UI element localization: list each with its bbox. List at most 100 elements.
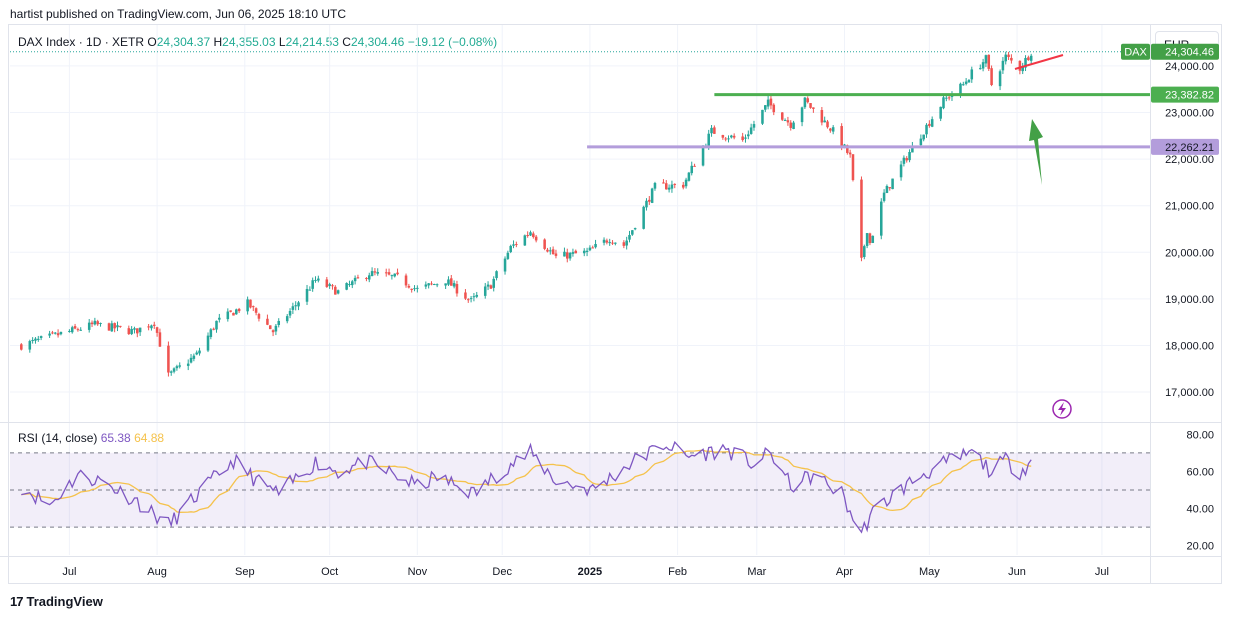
candle [56, 329, 60, 338]
candle [288, 308, 292, 319]
candle [769, 94, 773, 110]
candle [930, 116, 934, 128]
time-tick-label: May [919, 566, 940, 578]
candle [812, 107, 815, 113]
candle-body [138, 327, 142, 333]
time-tick-label: Sep [235, 566, 255, 578]
rsi-title[interactable]: RSI (14, close) [18, 431, 98, 445]
candle-body [928, 123, 931, 126]
candle-body [1004, 54, 1008, 62]
candle [384, 268, 388, 277]
currency-selector[interactable]: EUR [1155, 31, 1219, 59]
candle [840, 123, 843, 151]
candle-body [710, 127, 713, 134]
candle-body [410, 288, 413, 290]
candle-body [891, 178, 894, 190]
candle-body [582, 250, 586, 254]
price-tick-label: 23,000.00 [1165, 108, 1214, 120]
candle [370, 267, 374, 277]
candle-body [851, 154, 855, 181]
lightning-icon[interactable] [1052, 399, 1072, 419]
candle [277, 318, 281, 328]
candle [631, 229, 634, 236]
candle-body [158, 332, 162, 347]
candle [786, 116, 790, 126]
candle [396, 268, 399, 276]
candle-body [127, 328, 131, 335]
candle [99, 322, 102, 327]
candle-body [922, 134, 925, 140]
candle [891, 178, 894, 190]
candle [727, 135, 730, 143]
candle [563, 247, 566, 257]
candle-body [51, 332, 54, 334]
candle-body [404, 275, 408, 286]
candle-body [749, 127, 753, 134]
candle [546, 247, 549, 253]
candle-body [529, 232, 532, 236]
candle-body [591, 247, 595, 249]
candle-body [665, 183, 668, 190]
candle-body [464, 292, 467, 299]
change-value: −19.12 (−0.08%) [407, 35, 498, 49]
candle-body [605, 240, 609, 243]
candle-body [167, 345, 170, 373]
candle [232, 312, 235, 316]
time-tick-label: 2025 [578, 566, 602, 578]
candle-body [967, 80, 971, 83]
candle-body [99, 323, 102, 325]
candle [489, 284, 493, 289]
price-tick-label: 19,000.00 [1165, 294, 1214, 306]
candle-body [732, 135, 736, 138]
candle [274, 323, 278, 336]
candle-body [390, 275, 394, 277]
candle [503, 256, 507, 275]
candle-body [305, 288, 309, 302]
trend-line-red[interactable] [1014, 54, 1064, 70]
candle [591, 245, 595, 249]
candle [684, 177, 688, 189]
candle-body [206, 335, 210, 351]
tradingview-logo-icon: 17 [10, 594, 24, 609]
candle [68, 329, 71, 333]
candle [430, 281, 433, 286]
arrow-icon[interactable] [1029, 119, 1043, 185]
candle-body [249, 299, 252, 308]
candle-body [73, 326, 77, 329]
symbol-title[interactable]: DAX Index · 1D · XETR [18, 35, 145, 49]
candle [979, 64, 982, 70]
candle [690, 161, 694, 176]
candle [266, 314, 269, 326]
candle-body [483, 286, 487, 296]
candle [554, 249, 558, 259]
candle [34, 337, 37, 344]
candle-body [930, 119, 934, 127]
candle [792, 120, 795, 130]
candle-body [704, 145, 708, 147]
candle [908, 149, 911, 163]
candle [427, 283, 430, 289]
candle-body [334, 286, 337, 295]
candle [209, 328, 213, 340]
candle [645, 198, 648, 211]
candle [823, 116, 826, 123]
candle [28, 339, 32, 353]
candle-body [865, 233, 869, 246]
candle [885, 184, 889, 194]
rsi-pane [10, 440, 1150, 534]
candle-body [147, 326, 150, 328]
candle-body [285, 316, 289, 322]
candle [594, 239, 597, 249]
candle [314, 276, 317, 283]
tradingview-footer[interactable]: 17 TradingView [10, 594, 103, 609]
candle-body [942, 97, 945, 109]
price-tick-label: 24,000.00 [1165, 61, 1214, 73]
candle [150, 324, 153, 331]
candle-body [509, 245, 512, 253]
candle [532, 231, 535, 239]
candle [806, 96, 809, 104]
candle [113, 322, 116, 333]
candle-body [215, 320, 218, 330]
candle [48, 330, 51, 338]
